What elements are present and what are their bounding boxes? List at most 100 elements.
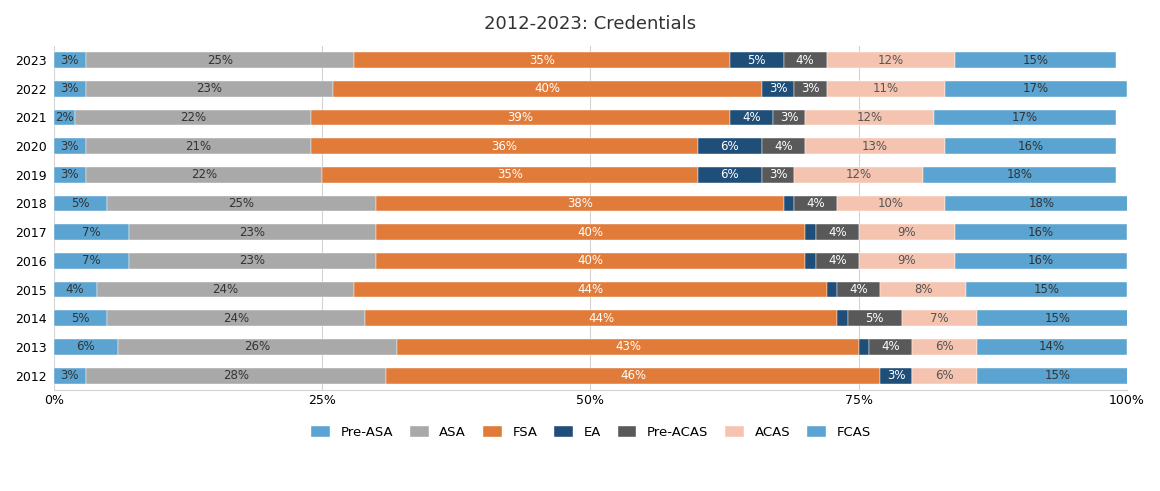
Bar	[805, 253, 815, 269]
Bar	[53, 52, 86, 68]
Text: 17%: 17%	[1023, 82, 1049, 95]
Text: 43%: 43%	[615, 340, 641, 354]
Bar	[762, 81, 795, 97]
Text: 12%: 12%	[878, 54, 904, 66]
Bar	[858, 224, 956, 240]
Text: 40%: 40%	[578, 254, 603, 268]
Text: 14%: 14%	[1039, 340, 1065, 354]
Text: 46%: 46%	[621, 369, 646, 382]
Bar	[795, 167, 923, 183]
Text: 35%: 35%	[496, 168, 523, 181]
Bar	[53, 167, 86, 183]
Bar	[53, 195, 108, 211]
Bar	[805, 109, 934, 125]
Bar	[815, 253, 858, 269]
Text: 3%: 3%	[769, 82, 788, 95]
Text: 8%: 8%	[914, 283, 933, 296]
Bar	[730, 109, 773, 125]
Bar	[956, 224, 1128, 240]
Bar	[354, 52, 730, 68]
Text: 3%: 3%	[780, 111, 798, 124]
Bar	[311, 109, 730, 125]
Text: 4%: 4%	[828, 226, 847, 239]
Bar	[966, 282, 1128, 298]
Bar	[108, 310, 365, 326]
Bar	[795, 195, 838, 211]
Text: 24%: 24%	[223, 312, 249, 325]
Text: 38%: 38%	[567, 197, 593, 210]
Title: 2012-2023: Credentials: 2012-2023: Credentials	[485, 15, 696, 33]
Bar	[333, 81, 762, 97]
Bar	[977, 310, 1138, 326]
Text: 15%: 15%	[1044, 312, 1071, 325]
Bar	[880, 368, 913, 383]
Text: 7%: 7%	[82, 226, 101, 239]
Text: 24%: 24%	[212, 283, 239, 296]
Bar	[86, 368, 386, 383]
Text: 16%: 16%	[1028, 254, 1054, 268]
Bar	[697, 138, 762, 154]
Text: 22%: 22%	[180, 111, 206, 124]
Bar	[923, 167, 1116, 183]
Text: 28%: 28%	[223, 369, 249, 382]
Text: 5%: 5%	[71, 197, 89, 210]
Text: 15%: 15%	[1044, 369, 1071, 382]
Bar	[901, 310, 977, 326]
Text: 16%: 16%	[1017, 139, 1044, 153]
Bar	[53, 282, 96, 298]
Bar	[977, 339, 1128, 355]
Bar	[118, 339, 397, 355]
Bar	[815, 224, 858, 240]
Text: 4%: 4%	[796, 54, 814, 66]
Bar	[386, 368, 880, 383]
Text: 25%: 25%	[208, 54, 233, 66]
Legend: Pre-ASA, ASA, FSA, EA, Pre-ACAS, ACAS, FCAS: Pre-ASA, ASA, FSA, EA, Pre-ACAS, ACAS, F…	[304, 419, 877, 445]
Text: 36%: 36%	[492, 139, 517, 153]
Bar	[697, 167, 762, 183]
Text: 25%: 25%	[229, 197, 254, 210]
Bar	[311, 138, 697, 154]
Bar	[977, 368, 1138, 383]
Text: 39%: 39%	[508, 111, 534, 124]
Bar	[827, 81, 944, 97]
Text: 5%: 5%	[865, 312, 884, 325]
Text: 9%: 9%	[898, 226, 916, 239]
Text: 16%: 16%	[1028, 226, 1054, 239]
Bar	[376, 195, 784, 211]
Text: 3%: 3%	[769, 168, 788, 181]
Bar	[53, 253, 129, 269]
Text: 6%: 6%	[720, 139, 739, 153]
Bar	[838, 282, 880, 298]
Bar	[86, 52, 354, 68]
Text: 6%: 6%	[935, 340, 954, 354]
Bar	[944, 81, 1128, 97]
Bar	[805, 138, 944, 154]
Text: 6%: 6%	[720, 168, 739, 181]
Bar	[86, 81, 333, 97]
Bar	[376, 253, 805, 269]
Bar	[913, 368, 977, 383]
Text: 44%: 44%	[578, 283, 603, 296]
Bar	[848, 310, 901, 326]
Text: 22%: 22%	[191, 168, 217, 181]
Bar	[762, 167, 795, 183]
Bar	[827, 282, 838, 298]
Text: 3%: 3%	[60, 54, 79, 66]
Bar	[53, 368, 86, 383]
Text: 7%: 7%	[82, 254, 101, 268]
Bar	[365, 310, 838, 326]
Text: 12%: 12%	[846, 168, 872, 181]
Bar	[956, 253, 1128, 269]
Text: 3%: 3%	[60, 168, 79, 181]
Bar	[86, 138, 311, 154]
Bar	[397, 339, 858, 355]
Bar	[784, 52, 827, 68]
Bar	[53, 109, 75, 125]
Text: 23%: 23%	[239, 226, 266, 239]
Text: 44%: 44%	[588, 312, 614, 325]
Bar	[53, 310, 108, 326]
Text: 5%: 5%	[747, 54, 766, 66]
Bar	[858, 253, 956, 269]
Text: 21%: 21%	[186, 139, 211, 153]
Bar	[376, 224, 805, 240]
